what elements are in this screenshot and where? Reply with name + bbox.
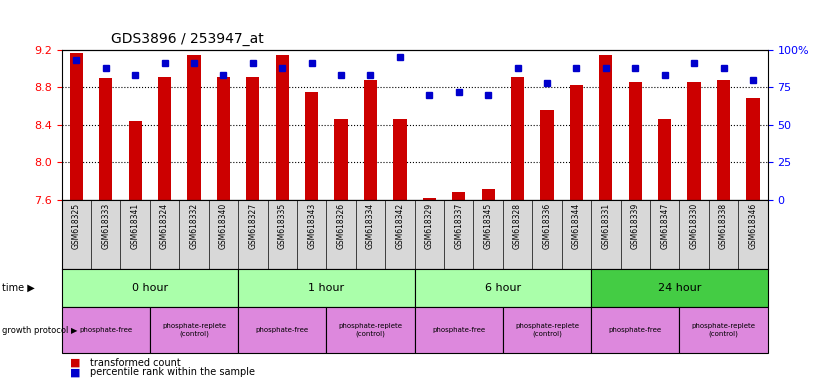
Bar — [423, 198, 436, 200]
Bar — [658, 119, 672, 200]
Text: GSM618326: GSM618326 — [337, 203, 346, 249]
Text: GSM618338: GSM618338 — [719, 203, 728, 249]
Text: 6 hour: 6 hour — [484, 283, 521, 293]
Text: GSM618329: GSM618329 — [424, 203, 433, 249]
Bar — [680, 307, 768, 353]
Text: GSM618342: GSM618342 — [396, 203, 405, 249]
Text: 0 hour: 0 hour — [131, 283, 168, 293]
Bar — [305, 92, 319, 200]
Text: growth protocol ▶: growth protocol ▶ — [2, 326, 77, 335]
Bar — [334, 119, 347, 200]
Bar — [327, 307, 415, 353]
Text: GSM618335: GSM618335 — [277, 203, 287, 249]
Text: GSM618327: GSM618327 — [248, 203, 257, 249]
Text: GSM618324: GSM618324 — [160, 203, 169, 249]
Text: phosphate-free: phosphate-free — [608, 327, 662, 333]
Text: phosphate-replete
(control): phosphate-replete (control) — [691, 323, 755, 337]
Text: phosphate-free: phosphate-free — [79, 327, 132, 333]
Bar — [129, 121, 142, 200]
Text: GSM618330: GSM618330 — [690, 203, 699, 249]
Bar — [482, 189, 495, 200]
Bar — [511, 77, 524, 200]
Text: phosphate-free: phosphate-free — [432, 327, 485, 333]
Text: GSM618346: GSM618346 — [749, 203, 758, 249]
Bar — [717, 80, 730, 200]
Text: phosphate-replete
(control): phosphate-replete (control) — [515, 323, 579, 337]
Text: GSM618347: GSM618347 — [660, 203, 669, 249]
Text: GSM618334: GSM618334 — [366, 203, 375, 249]
Text: GDS3896 / 253947_at: GDS3896 / 253947_at — [111, 32, 264, 46]
Bar — [246, 77, 259, 200]
Bar — [415, 269, 591, 307]
Bar — [746, 98, 759, 200]
Text: phosphate-replete
(control): phosphate-replete (control) — [338, 323, 402, 337]
Bar — [276, 55, 289, 200]
Bar — [540, 110, 553, 200]
Text: GSM618337: GSM618337 — [454, 203, 463, 249]
Bar — [238, 269, 415, 307]
Text: GSM618332: GSM618332 — [190, 203, 199, 249]
Bar — [62, 269, 238, 307]
Text: GSM618340: GSM618340 — [219, 203, 228, 249]
Bar — [415, 307, 502, 353]
Bar — [70, 53, 83, 200]
Text: GSM618343: GSM618343 — [307, 203, 316, 249]
Text: GSM618339: GSM618339 — [631, 203, 640, 249]
Bar — [158, 77, 171, 200]
Bar — [570, 84, 583, 200]
Bar — [393, 119, 406, 200]
Text: GSM618331: GSM618331 — [601, 203, 610, 249]
Bar — [62, 307, 149, 353]
Text: ■: ■ — [70, 358, 80, 368]
Text: phosphate-replete
(control): phosphate-replete (control) — [162, 323, 226, 337]
Bar — [187, 55, 200, 200]
Bar — [364, 80, 377, 200]
Text: phosphate-free: phosphate-free — [255, 327, 309, 333]
Text: GSM618344: GSM618344 — [572, 203, 581, 249]
Bar — [687, 82, 700, 200]
Bar — [99, 78, 112, 200]
Text: transformed count: transformed count — [90, 358, 181, 368]
Text: time ▶: time ▶ — [2, 283, 34, 293]
Bar — [238, 307, 327, 353]
Text: 1 hour: 1 hour — [308, 283, 345, 293]
Bar — [629, 82, 642, 200]
Text: GSM618345: GSM618345 — [484, 203, 493, 249]
Text: 24 hour: 24 hour — [658, 283, 701, 293]
Text: GSM618336: GSM618336 — [543, 203, 552, 249]
Bar — [217, 77, 230, 200]
Text: GSM618341: GSM618341 — [131, 203, 140, 249]
Bar — [599, 55, 612, 200]
Text: GSM618333: GSM618333 — [101, 203, 110, 249]
Bar — [452, 192, 466, 200]
Text: GSM618325: GSM618325 — [71, 203, 80, 249]
Text: GSM618328: GSM618328 — [513, 203, 522, 249]
Bar — [502, 307, 591, 353]
Bar — [149, 307, 238, 353]
Bar — [591, 307, 680, 353]
Bar — [591, 269, 768, 307]
Text: ■: ■ — [70, 367, 80, 377]
Text: percentile rank within the sample: percentile rank within the sample — [90, 367, 255, 377]
